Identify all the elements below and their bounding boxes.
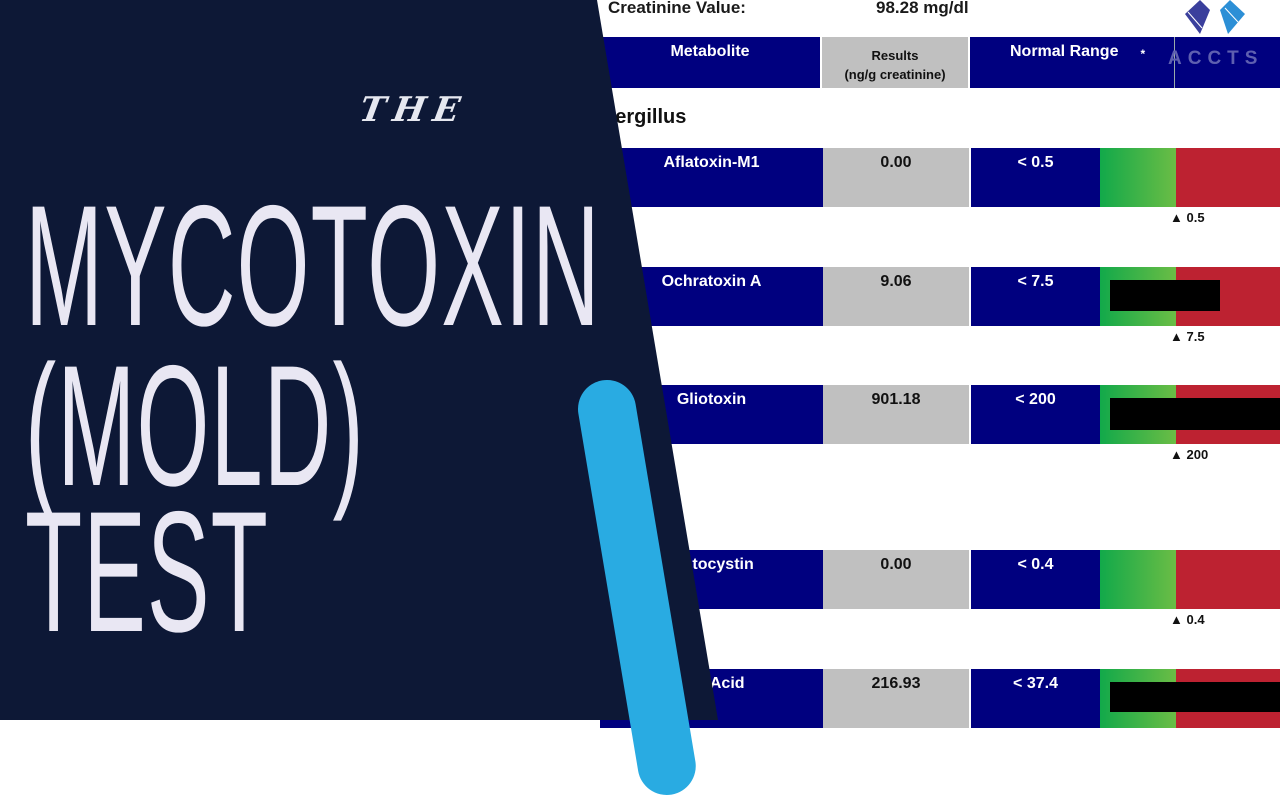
row-metabolite: Aflatoxin-M1: [600, 148, 823, 207]
threshold-marker: ▲ 0.5: [1170, 210, 1205, 225]
header-metabolite: Metabolite: [600, 37, 820, 88]
header-normal-range: Normal Range *: [970, 37, 1280, 88]
redaction-bar: [1110, 682, 1280, 712]
result-value: 0.00: [880, 154, 912, 171]
header-results: Results (ng/g creatinine): [822, 37, 968, 88]
result-value: 901.18: [871, 391, 921, 408]
normal-zone-bar: [1100, 148, 1176, 207]
header-metabolite-text: Metabolite: [670, 43, 750, 60]
range-value: < 0.4: [1017, 556, 1054, 573]
section-title: pergillus: [603, 106, 687, 128]
high-zone-bar: [1176, 550, 1280, 609]
header-results-text: Results: [871, 47, 919, 63]
redaction-bar: [1110, 398, 1280, 430]
title-line-2: (MOLD): [25, 330, 365, 522]
row-range: < 0.5: [971, 148, 1100, 207]
result-value: 0.00: [880, 556, 912, 573]
title-line-1: MYCOTOXIN: [25, 170, 601, 362]
threshold-marker: ▲ 200: [1170, 447, 1209, 462]
header-star: *: [1140, 47, 1146, 61]
header-results-unit: (ng/g creatinine): [844, 66, 946, 82]
row-result: 0.00: [823, 550, 969, 609]
accts-watermark: ACCTS: [1168, 48, 1264, 69]
accts-logo-icon: [1185, 0, 1245, 34]
result-value: 9.06: [880, 273, 912, 290]
title-kicker: THE: [356, 90, 471, 130]
normal-zone-bar: [1100, 550, 1176, 609]
row-result: 9.06: [823, 267, 969, 326]
creatinine-value: 98.28 mg/dl: [876, 0, 969, 17]
row-result: 901.18: [823, 385, 969, 444]
metabolite-name: Gliotoxin: [676, 391, 747, 408]
header-divider: [1174, 37, 1175, 88]
threshold-marker: ▲ 7.5: [1170, 329, 1205, 344]
range-value: < 7.5: [1017, 273, 1054, 290]
high-zone-bar: [1176, 148, 1280, 207]
row-range: < 200: [971, 385, 1100, 444]
metabolite-name: Aflatoxin-M1: [663, 154, 760, 171]
title-line-3: TEST: [25, 476, 269, 668]
title-panel: [0, 0, 718, 720]
range-value: < 200: [1015, 391, 1056, 408]
row-range: < 7.5: [971, 267, 1100, 326]
row-range: < 0.4: [971, 550, 1100, 609]
metabolite-name: Ochratoxin A: [661, 273, 762, 290]
row-result: 0.00: [823, 148, 969, 207]
range-value: < 0.5: [1017, 154, 1054, 171]
result-value: 216.93: [871, 675, 921, 692]
range-value: < 37.4: [1013, 675, 1058, 692]
creatinine-label: Creatinine Value:: [608, 0, 746, 17]
threshold-marker: ▲ 0.4: [1170, 612, 1205, 627]
row-range: < 37.4: [971, 669, 1100, 728]
redaction-bar: [1110, 280, 1220, 311]
header-range-text: Normal Range: [1010, 43, 1119, 60]
row-result: 216.93: [823, 669, 969, 728]
